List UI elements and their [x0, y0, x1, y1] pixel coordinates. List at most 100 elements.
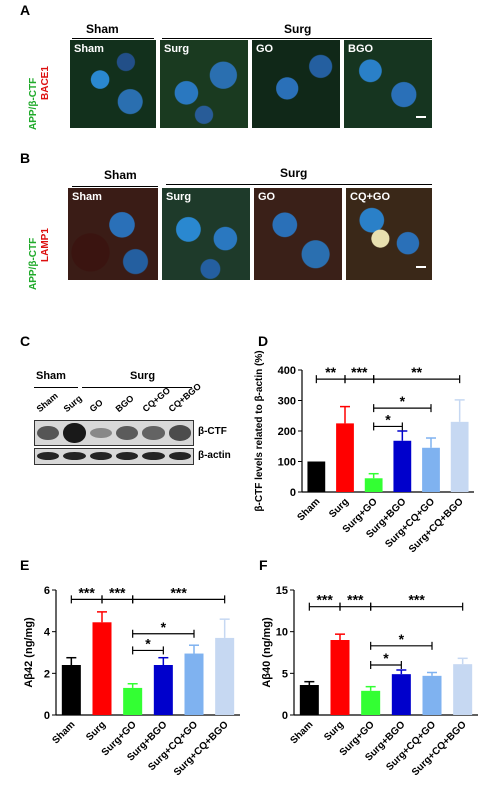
bar: [453, 664, 473, 715]
y-axis-label: Aβ42 (ng/mg): [23, 617, 35, 688]
panel-e-letter: E: [20, 557, 30, 573]
micrograph-b-surg-label: Surg: [166, 191, 192, 203]
sig-label: ***: [351, 364, 368, 380]
panel-c-letter: C: [20, 333, 31, 349]
micrograph-b-surg: Surg: [162, 188, 250, 280]
sig-label: *: [161, 619, 167, 635]
micrograph-b-go: GO: [254, 188, 342, 280]
x-tick-label: Surg: [322, 719, 346, 743]
bar: [61, 665, 81, 715]
micrograph-b-cqgo: CQ+GO: [346, 188, 432, 280]
blot-band-actin: [116, 452, 139, 460]
panel-a-sham-line: [72, 38, 154, 39]
panel-a-group-sham: Sham: [86, 22, 119, 36]
micrograph-a-surg: Surg: [160, 40, 248, 128]
panel-b-letter: B: [20, 150, 31, 166]
y-tick-label: 100: [278, 457, 296, 469]
bar: [92, 622, 112, 715]
blot-band-actin: [37, 452, 60, 460]
blot-band-ctf: [116, 426, 139, 440]
sig-label: **: [325, 364, 336, 380]
bar: [184, 653, 204, 715]
y-tick-label: 300: [278, 396, 296, 408]
bar: [123, 687, 143, 715]
blot-lane-label: CQ+GO: [140, 385, 172, 414]
blot-band-actin: [142, 452, 165, 460]
panel-c-surg-line: [82, 387, 192, 388]
bar: [364, 478, 383, 492]
panel-a-stain-red: BACE1: [40, 66, 51, 100]
blot-lane-label: Surg: [61, 393, 84, 414]
panel-f-letter: F: [259, 557, 268, 573]
sig-label: *: [400, 393, 406, 409]
panel-c-sham-line: [34, 387, 78, 388]
sig-label: *: [145, 635, 151, 651]
bar: [336, 423, 354, 492]
blot-band-ctf: [63, 423, 86, 443]
y-axis-label: β-CTF levels related to β-actin (%): [254, 350, 265, 511]
x-tick-label: Surg+CQ+BGO: [172, 719, 231, 778]
panel-b-group-sham: Sham: [104, 168, 137, 182]
y-tick-label: 2: [44, 668, 50, 680]
sig-label: ***: [408, 592, 425, 608]
sig-label: *: [383, 650, 389, 666]
panel-a-stain-green: APP/β-CTF: [28, 77, 39, 130]
bar: [307, 461, 326, 492]
bar: [391, 674, 411, 715]
sig-label: ***: [78, 584, 95, 600]
panel-b-stain-red: LAMP1: [40, 228, 51, 262]
bar: [330, 640, 350, 715]
panel-a-surg-line: [162, 38, 432, 39]
blot-band-actin: [168, 452, 191, 460]
band-label-actin: β-actin: [198, 450, 231, 461]
y-tick-label: 200: [278, 426, 296, 438]
micrograph-b-cqgo-label: CQ+GO: [350, 191, 391, 203]
chart-d: 0 100 200 300 400 β-CTF levels related to β-a…: [254, 350, 474, 555]
sig-label: ***: [170, 584, 187, 600]
bar: [450, 421, 469, 492]
blot-band-actin: [63, 452, 86, 460]
blot-band-actin: [89, 452, 112, 460]
micrograph-a-go-label: GO: [256, 43, 274, 55]
band-label-ctf: β-CTF: [198, 426, 227, 437]
sig-label: ***: [347, 592, 364, 608]
micrograph-b-sham-label: Sham: [72, 191, 102, 203]
panel-d-letter: D: [258, 333, 269, 349]
panel-c-group-surg: Surg: [130, 370, 156, 382]
y-tick-label: 0: [44, 710, 50, 722]
blot-band-ctf: [37, 425, 60, 441]
scale-bar-b: [416, 266, 426, 268]
micrograph-a-surg-label: Surg: [164, 43, 190, 55]
bar: [153, 665, 173, 715]
bar: [393, 440, 412, 492]
blot-band-ctf: [142, 426, 165, 440]
y-tick-label: 0: [290, 487, 296, 499]
bar: [299, 685, 319, 715]
sig-label: ***: [316, 592, 333, 608]
micrograph-a-go: GO: [252, 40, 340, 128]
y-tick-label: 4: [44, 627, 51, 639]
blot-band-ctf: [168, 425, 191, 441]
blot-band-ctf: [89, 427, 112, 439]
panel-b-stain-green: APP/β-CTF: [28, 237, 39, 290]
sig-label: *: [399, 631, 405, 647]
x-tick-label: Surg+CQ+BGO: [407, 496, 466, 555]
blot-lane-label: BGO: [113, 393, 136, 414]
sig-label: **: [411, 364, 422, 380]
sig-label: *: [385, 411, 391, 427]
sig-label: ***: [109, 584, 126, 600]
panel-b-group-surg: Surg: [280, 166, 308, 180]
x-tick-label: Sham: [288, 719, 315, 746]
micrograph-a-sham-label: Sham: [74, 43, 104, 55]
micrograph-b-go-label: GO: [258, 191, 276, 203]
y-tick-label: 0: [282, 710, 288, 722]
y-tick-label: 5: [282, 668, 288, 680]
panel-a-letter: A: [20, 2, 31, 18]
micrograph-a-bgo-label: BGO: [348, 43, 374, 55]
micrograph-b-sham: Sham: [68, 188, 158, 280]
micrograph-a-bgo: BGO: [344, 40, 432, 128]
bar: [422, 447, 440, 492]
panel-c-group-sham: Sham: [36, 370, 66, 382]
micrograph-a-sham: Sham: [70, 40, 156, 128]
